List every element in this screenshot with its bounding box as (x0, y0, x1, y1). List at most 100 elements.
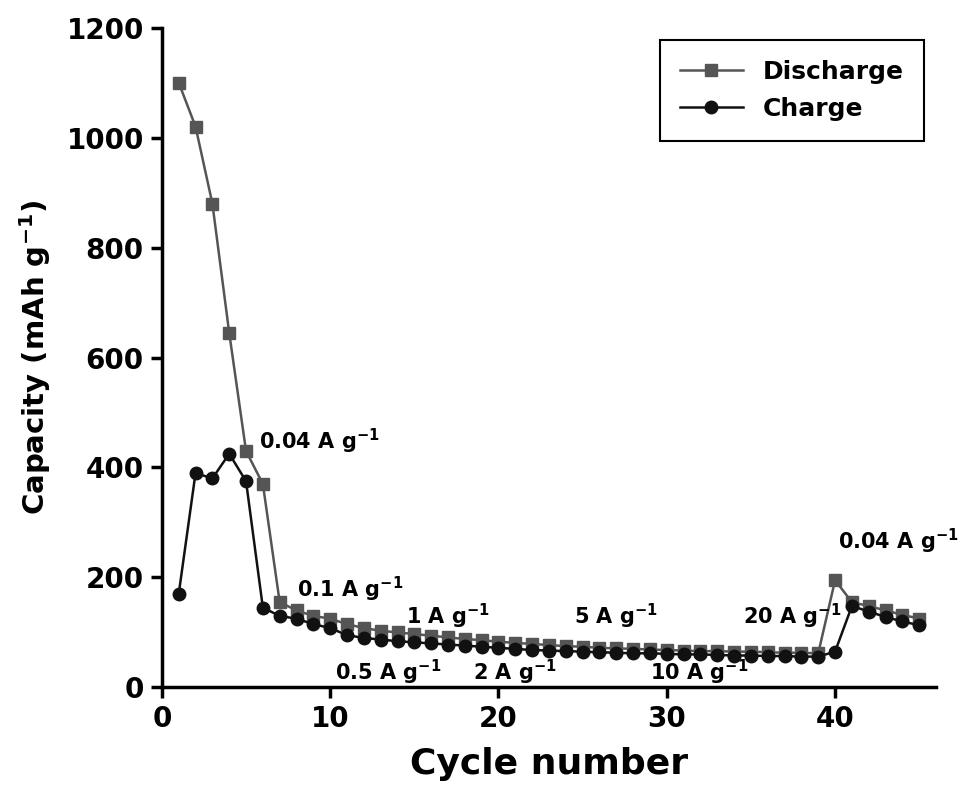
Charge (794, 652, 806, 662)
Line: Discharge: Discharge (172, 77, 924, 660)
Charge (475, 642, 487, 651)
Charge (173, 589, 185, 598)
Charge (576, 647, 588, 657)
Line: Charge: Charge (172, 448, 924, 663)
Charge (391, 637, 403, 646)
Discharge (206, 199, 218, 208)
Discharge (358, 623, 369, 633)
Charge (560, 646, 572, 656)
Discharge (593, 643, 605, 653)
Discharge (257, 479, 269, 488)
Charge (206, 474, 218, 484)
Discharge (778, 648, 789, 658)
Discharge (475, 635, 487, 645)
Text: 20 A g$^{-1}$: 20 A g$^{-1}$ (742, 602, 840, 630)
Charge (778, 651, 789, 661)
Charge (257, 602, 269, 612)
Discharge (408, 630, 420, 639)
Discharge (913, 614, 924, 623)
Charge (878, 612, 890, 622)
Discharge (728, 647, 740, 657)
Discharge (324, 614, 336, 623)
Text: 0.04 A g$^{-1}$: 0.04 A g$^{-1}$ (837, 527, 958, 556)
Text: 1 A g$^{-1}$: 1 A g$^{-1}$ (405, 602, 489, 630)
Discharge (307, 611, 319, 621)
Discharge (694, 646, 705, 656)
Charge (744, 650, 756, 660)
Discharge (794, 648, 806, 658)
Charge (509, 644, 521, 654)
Discharge (845, 598, 857, 607)
Discharge (240, 446, 252, 456)
Discharge (828, 575, 840, 585)
Charge (644, 649, 656, 658)
Charge (660, 649, 672, 658)
Charge (626, 649, 638, 658)
Discharge (744, 647, 756, 657)
Charge (728, 650, 740, 660)
Text: 5 A g$^{-1}$: 5 A g$^{-1}$ (573, 602, 658, 630)
Legend: Discharge, Charge: Discharge, Charge (659, 40, 922, 140)
Discharge (223, 328, 234, 338)
Discharge (896, 610, 908, 619)
Charge (442, 640, 453, 650)
Discharge (492, 637, 504, 646)
Discharge (442, 633, 453, 642)
Charge (240, 476, 252, 486)
Text: 0.04 A g$^{-1}$: 0.04 A g$^{-1}$ (259, 426, 380, 456)
Discharge (425, 631, 437, 641)
Charge (694, 650, 705, 659)
Charge (374, 634, 386, 644)
Charge (845, 601, 857, 610)
Discharge (374, 626, 386, 635)
Discharge (677, 646, 689, 655)
Charge (274, 611, 285, 621)
Discharge (660, 646, 672, 655)
Charge (828, 647, 840, 657)
Discharge (862, 601, 873, 610)
Discharge (542, 640, 554, 650)
Charge (677, 650, 689, 659)
Charge (190, 468, 201, 478)
Charge (542, 646, 554, 655)
Discharge (190, 122, 201, 132)
Discharge (644, 645, 656, 654)
Discharge (509, 638, 521, 648)
Charge (223, 449, 234, 459)
Discharge (812, 649, 824, 658)
Charge (913, 621, 924, 630)
Charge (341, 630, 353, 640)
Charge (526, 646, 537, 655)
Discharge (576, 642, 588, 651)
Discharge (761, 647, 773, 657)
Discharge (710, 646, 722, 656)
Text: 0.5 A g$^{-1}$: 0.5 A g$^{-1}$ (335, 658, 441, 686)
Charge (290, 614, 302, 623)
Discharge (341, 619, 353, 629)
Charge (896, 617, 908, 626)
Charge (610, 648, 621, 658)
Text: 0.1 A g$^{-1}$: 0.1 A g$^{-1}$ (296, 575, 403, 604)
Discharge (173, 78, 185, 88)
Text: 2 A g$^{-1}$: 2 A g$^{-1}$ (473, 658, 557, 686)
Y-axis label: Capacity (mAh g$^{-1}$): Capacity (mAh g$^{-1}$) (17, 200, 53, 515)
Discharge (560, 642, 572, 651)
Charge (324, 623, 336, 633)
Discharge (458, 634, 470, 644)
Discharge (526, 639, 537, 649)
Charge (492, 643, 504, 653)
Charge (408, 638, 420, 647)
Charge (812, 652, 824, 662)
Charge (862, 606, 873, 616)
Charge (458, 641, 470, 650)
Discharge (290, 606, 302, 615)
Charge (425, 638, 437, 648)
Charge (307, 619, 319, 629)
Charge (710, 650, 722, 660)
Text: 10 A g$^{-1}$: 10 A g$^{-1}$ (650, 658, 747, 686)
Discharge (878, 606, 890, 615)
Discharge (626, 644, 638, 654)
Charge (593, 647, 605, 657)
Discharge (610, 643, 621, 653)
Charge (761, 651, 773, 661)
